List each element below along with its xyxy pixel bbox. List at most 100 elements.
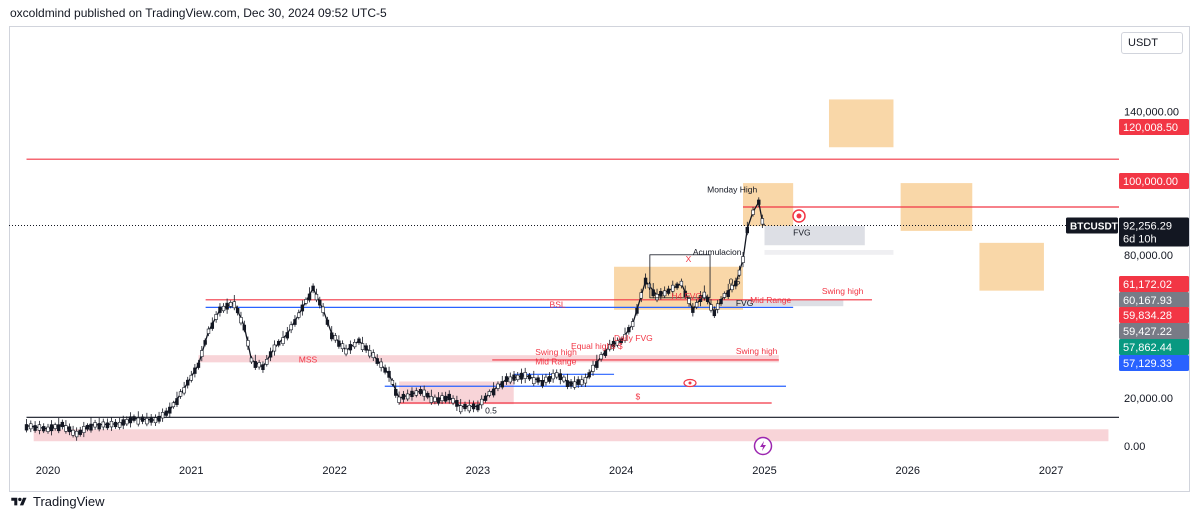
price-badge: 61,172.02	[1119, 276, 1189, 292]
candle-body	[253, 361, 258, 368]
price-badge: 57,862.44	[1119, 339, 1189, 355]
candle-body	[145, 418, 149, 425]
price-badge-label: 59,427.22	[1123, 326, 1172, 338]
candle-body	[623, 334, 627, 341]
candle-body	[760, 218, 765, 225]
candle-body	[132, 416, 136, 421]
tradingview-logo-icon	[11, 497, 27, 505]
lightning-icon[interactable]	[753, 436, 773, 456]
candle-body	[730, 284, 734, 291]
candle-body	[53, 424, 57, 429]
candle-body	[662, 290, 667, 297]
candle-body	[508, 376, 512, 383]
candle-body	[587, 372, 591, 378]
candle-body	[293, 319, 297, 325]
zone	[198, 355, 779, 363]
candle-body	[741, 256, 745, 263]
candle-body	[337, 340, 341, 347]
candle-body	[203, 340, 207, 345]
candle-body	[265, 358, 269, 365]
candle-body	[496, 383, 500, 389]
candle-body	[206, 328, 211, 334]
zone	[721, 300, 844, 307]
candle-body	[229, 302, 233, 307]
candle-body	[149, 417, 153, 423]
currency-selector[interactable]: USDT	[1121, 32, 1183, 54]
candle-body	[643, 277, 648, 285]
candle-body	[109, 421, 114, 428]
eye-icon[interactable]	[683, 378, 697, 388]
candle-body	[390, 379, 395, 385]
candle-body	[491, 388, 496, 396]
candle-body	[78, 429, 82, 435]
candle-body	[97, 423, 101, 430]
candle-body	[410, 390, 414, 398]
chart-annotation: Swing high	[535, 347, 577, 357]
candle-body	[175, 398, 179, 405]
candle-body	[572, 381, 577, 388]
chart-annotation: FVG	[736, 298, 753, 308]
candle-body	[719, 298, 723, 305]
candle-body	[387, 370, 391, 378]
candle-body	[193, 367, 197, 374]
candle-body	[436, 397, 441, 404]
candle-body	[379, 361, 383, 368]
candle-body	[397, 396, 401, 403]
candle-body	[29, 423, 33, 430]
candle-body	[277, 340, 281, 346]
y-axis: 140,000.00 80,000.00 20,000.00 0.00	[1124, 106, 1179, 453]
candle-body	[268, 351, 273, 358]
candle-body	[555, 372, 559, 378]
candle-body	[307, 293, 312, 301]
candle-body	[383, 367, 387, 373]
price-badge-label: 120,008.50	[1123, 122, 1178, 134]
zone	[33, 429, 1109, 442]
y-tick-label: 140,000.00	[1124, 106, 1179, 118]
candle-body	[242, 324, 247, 331]
candle-body	[357, 338, 361, 344]
candle-body	[694, 302, 699, 308]
candle-body	[297, 312, 301, 318]
price-badge: 120,008.50	[1119, 119, 1189, 135]
candle-body	[257, 362, 261, 368]
candle-body	[591, 364, 595, 372]
footer-brand: TradingView	[33, 494, 105, 509]
eye-icon[interactable]	[792, 209, 806, 223]
candle-body	[246, 340, 250, 347]
candle-body	[285, 332, 290, 339]
chart-annotation: Swing high	[822, 286, 864, 296]
candle-body	[321, 306, 325, 313]
candle-body	[734, 280, 738, 287]
candle-body	[615, 340, 620, 346]
candle-body	[683, 290, 687, 297]
candle-body	[49, 424, 54, 432]
candle-body	[121, 419, 125, 426]
candle-body	[157, 415, 161, 422]
x-tick-label: 2026	[896, 465, 920, 477]
candle-body	[483, 395, 488, 401]
candle-body	[655, 293, 659, 301]
candle-body	[325, 319, 330, 325]
candle-body	[608, 343, 612, 350]
candle-body	[569, 381, 573, 387]
candle-body	[675, 283, 679, 289]
candle-body	[709, 304, 713, 311]
candle-body	[225, 302, 229, 310]
chart-annotation: Equal highs $	[571, 341, 623, 351]
publish-info: oxcoldmind published on TradingView.com,…	[10, 6, 387, 20]
candle-body	[426, 392, 430, 398]
chart-annotation: 0.5	[729, 277, 741, 287]
price-badge-label: 59,834.28	[1123, 310, 1172, 322]
candle-body	[37, 424, 42, 431]
candle-body	[480, 398, 484, 406]
candle-body	[751, 209, 755, 215]
candle-body	[33, 425, 37, 431]
candle-body	[671, 284, 675, 292]
y-tick-label: 80,000.00	[1124, 250, 1173, 262]
candle-body	[500, 381, 504, 388]
candle-body	[551, 372, 555, 380]
candle-body	[136, 417, 140, 425]
candle-body	[360, 343, 365, 350]
